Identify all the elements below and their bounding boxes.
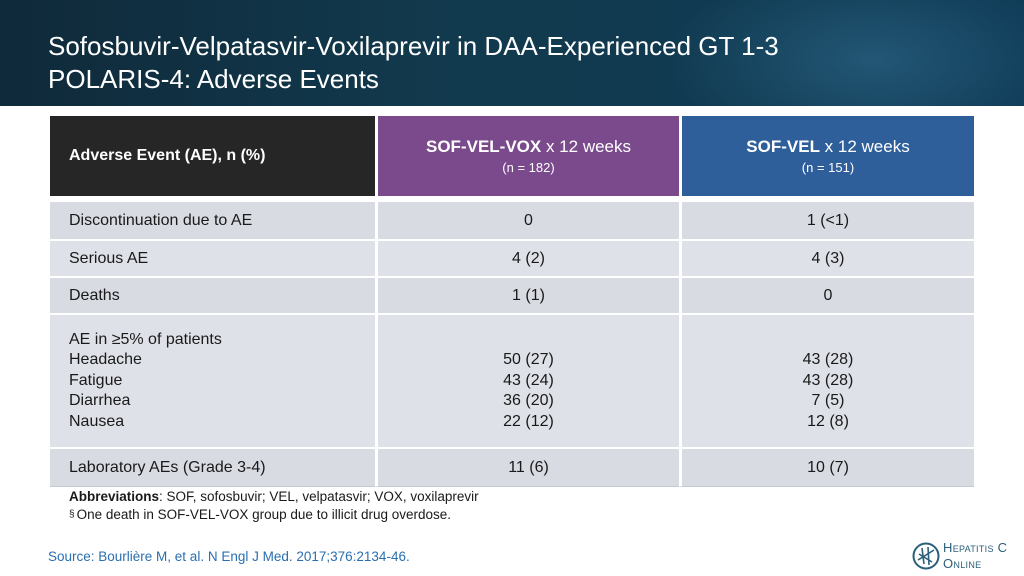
death-footnote: § One death in SOF-VEL-VOX group due to i… xyxy=(69,506,479,524)
footnote-symbol: § xyxy=(69,509,75,520)
row-value-vox: 11 (6) xyxy=(375,447,679,487)
logo-mark-icon xyxy=(912,542,940,570)
logo-line-1: Hepatitis C xyxy=(943,540,1008,555)
footnote-text: One death in SOF-VEL-VOX group due to il… xyxy=(76,507,452,522)
sub-row-value-vox: 22 (12) xyxy=(503,412,554,430)
row-value-vel: 0 xyxy=(679,276,974,313)
header-vel-name: SOF-VEL xyxy=(746,137,820,156)
sub-row-value-vox: 36 (20) xyxy=(503,392,554,410)
row-label: Serious AE xyxy=(50,239,375,276)
row-label: Discontinuation due to AE xyxy=(50,202,375,239)
row-value-vox: 1 (1) xyxy=(375,276,679,313)
row-values-vel: 43 (28) 43 (28) 7 (5) 12 (8) xyxy=(679,313,974,447)
logo-line-2: Online xyxy=(943,556,982,571)
table-row: Discontinuation due to AE 0 1 (<1) xyxy=(50,202,974,239)
hepatitis-c-online-logo: Hepatitis C Online xyxy=(912,540,1022,574)
header-ae: Adverse Event (AE), n (%) xyxy=(50,116,375,196)
sub-row-label: Nausea xyxy=(69,412,125,430)
row-value-vox: 0 xyxy=(375,202,679,239)
row-value-vox: 4 (2) xyxy=(375,239,679,276)
header-vel-duration: x 12 weeks xyxy=(819,137,910,156)
row-value-vel: 10 (7) xyxy=(679,447,974,487)
abbreviations-line: Abbreviations: SOF, sofosbuvir; VEL, vel… xyxy=(69,488,479,506)
sub-row-value-vel: 43 (28) xyxy=(802,351,854,369)
row-value-vel: 4 (3) xyxy=(679,239,974,276)
title-line-2: POLARIS-4: Adverse Events xyxy=(48,64,379,94)
sub-row-label: Headache xyxy=(69,351,142,369)
slide-title: Sofosbuvir-Velpatasvir-Voxilaprevir in D… xyxy=(48,30,779,96)
row-value-vel: 1 (<1) xyxy=(679,202,974,239)
footnotes: Abbreviations: SOF, sofosbuvir; VEL, vel… xyxy=(69,488,479,524)
sub-row-label: Fatigue xyxy=(69,371,123,389)
row-label: Deaths xyxy=(50,276,375,313)
abbreviations-title: Abbreviations xyxy=(69,489,160,504)
sub-row-value-vox: 43 (24) xyxy=(503,371,554,389)
table-row: Serious AE 4 (2) 4 (3) xyxy=(50,239,974,276)
header-sof-vel-vox: SOF-VEL-VOX x 12 weeks (n = 182) xyxy=(375,116,679,196)
title-banner: Sofosbuvir-Velpatasvir-Voxilaprevir in D… xyxy=(0,0,1024,106)
row-label-group: AE in ≥5% of patients Headache Fatigue D… xyxy=(50,313,375,447)
row-label: AE in ≥5% of patients xyxy=(69,330,222,348)
sub-row-value-vel: 7 (5) xyxy=(811,392,845,410)
sub-row-value-vel: 43 (28) xyxy=(802,371,854,389)
sub-row-value-vel: 12 (8) xyxy=(807,412,849,430)
source-citation: Source: Bourlière M, et al. N Engl J Med… xyxy=(48,549,410,564)
header-sof-vel: SOF-VEL x 12 weeks (n = 151) xyxy=(679,116,974,196)
adverse-events-table: Adverse Event (AE), n (%) SOF-VEL-VOX x … xyxy=(50,116,974,487)
table-row: AE in ≥5% of patients Headache Fatigue D… xyxy=(50,313,974,447)
table-header-row: Adverse Event (AE), n (%) SOF-VEL-VOX x … xyxy=(50,116,974,196)
header-vel-n: (n = 151) xyxy=(801,160,855,175)
title-line-1: Sofosbuvir-Velpatasvir-Voxilaprevir in D… xyxy=(48,31,779,61)
sub-row-label: Diarrhea xyxy=(69,392,131,410)
header-vox-n: (n = 182) xyxy=(502,160,555,175)
sub-row-value-vox: 50 (27) xyxy=(503,351,554,369)
logo-text: Hepatitis C Online xyxy=(943,540,1007,572)
header-vox-duration: x 12 weeks xyxy=(541,137,631,156)
abbreviations-text: : SOF, sofosbuvir; VEL, velpatasvir; VOX… xyxy=(159,489,479,504)
row-values-vox: 50 (27) 43 (24) 36 (20) 22 (12) xyxy=(375,313,679,447)
table-row: Laboratory AEs (Grade 3-4) 11 (6) 10 (7) xyxy=(50,447,974,487)
header-vox-name: SOF-VEL-VOX xyxy=(426,137,542,156)
table-row: Deaths 1 (1) 0 xyxy=(50,276,974,313)
row-label: Laboratory AEs (Grade 3-4) xyxy=(50,447,375,487)
